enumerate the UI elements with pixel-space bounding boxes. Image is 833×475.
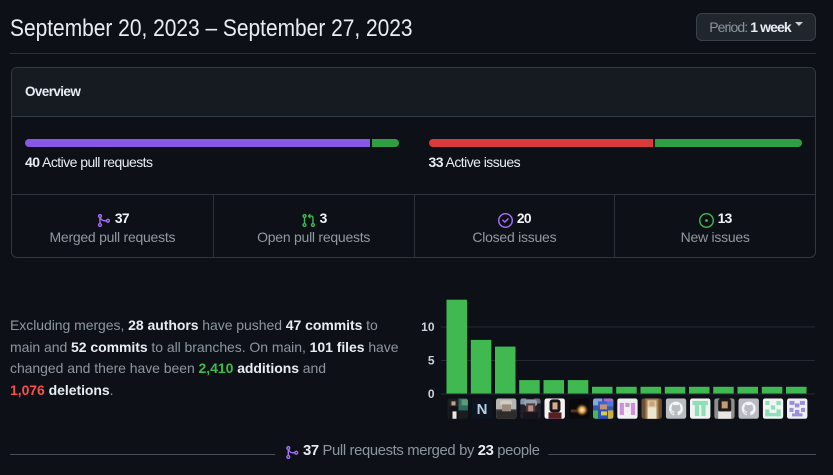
svg-text:0: 0 [428, 387, 435, 401]
svg-text:10: 10 [421, 320, 435, 334]
svg-text:5: 5 [428, 354, 435, 368]
svg-text:N: N [477, 401, 488, 418]
